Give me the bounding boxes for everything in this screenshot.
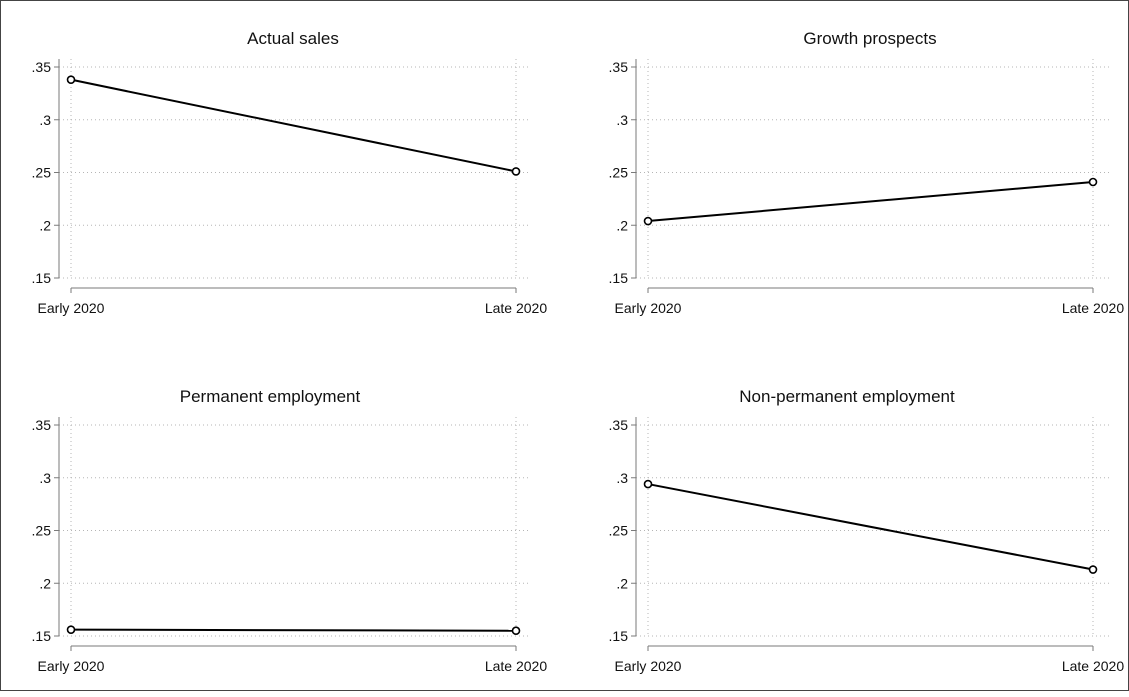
data-point: [1088, 177, 1098, 187]
series-line: [647, 180, 1094, 223]
series-line: [647, 483, 1094, 571]
y-tick-label: .2: [39, 217, 51, 233]
data-point: [643, 216, 653, 226]
y-tick-label: .25: [609, 523, 629, 539]
data-point: [511, 167, 521, 176]
x-tick-label: Late 2020: [1062, 300, 1124, 316]
y-tick-label: .15: [609, 270, 629, 286]
y-tick-label: .35: [32, 59, 52, 75]
x-tick-label: Early 2020: [615, 300, 682, 316]
y-tick-label: .3: [39, 112, 51, 128]
data-point: [1088, 565, 1098, 574]
y-tick-label: .2: [616, 575, 628, 591]
y-tick-label: .35: [32, 417, 52, 433]
y-tick-label: .35: [609, 417, 629, 433]
y-tick-label: .25: [32, 523, 52, 539]
chart-title: Permanent employment: [180, 387, 361, 406]
y-tick-label: .25: [32, 165, 52, 181]
series-line: [70, 78, 517, 173]
y-tick-label: .2: [616, 217, 628, 233]
y-tick-label: .25: [609, 165, 629, 181]
chart-title: Actual sales: [247, 29, 339, 48]
chart-title: Growth prospects: [803, 29, 936, 48]
data-point: [511, 626, 521, 636]
y-tick-label: .35: [609, 59, 629, 75]
data-point: [66, 625, 76, 634]
x-tick-label: Early 2020: [38, 658, 105, 674]
y-tick-label: .15: [609, 628, 629, 644]
y-tick-label: .3: [616, 470, 628, 486]
y-tick-label: .2: [39, 575, 51, 591]
y-tick-label: .3: [616, 112, 628, 128]
x-tick-label: Early 2020: [38, 300, 105, 316]
x-tick-label: Late 2020: [485, 300, 547, 316]
x-tick-label: Early 2020: [615, 658, 682, 674]
x-tick-label: Late 2020: [1062, 658, 1124, 674]
data-point: [66, 75, 76, 84]
y-tick-label: .3: [39, 470, 51, 486]
series-line: [70, 628, 517, 632]
y-tick-label: .15: [32, 270, 52, 286]
x-tick-label: Late 2020: [485, 658, 547, 674]
data-point: [643, 479, 653, 489]
chart-title: Non-permanent employment: [739, 387, 955, 406]
y-tick-label: .15: [32, 628, 52, 644]
